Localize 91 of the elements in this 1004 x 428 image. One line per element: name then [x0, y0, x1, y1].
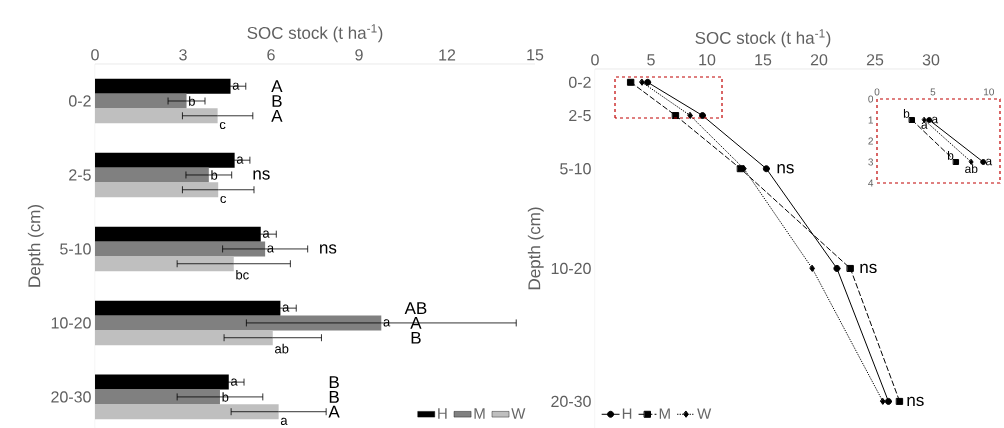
- y-tick-label: 10-20: [51, 317, 91, 329]
- bar: [95, 315, 382, 331]
- x-axis-title: SOC stock (t ha$^{-1}$): [695, 29, 831, 48]
- annotation: A: [271, 80, 283, 93]
- x-tick-label: 6: [267, 49, 275, 61]
- x-tick-label: 0: [874, 88, 880, 96]
- annotation: ns: [777, 164, 794, 174]
- data-label: bc: [236, 269, 249, 280]
- data-label: ab: [965, 164, 978, 173]
- data-label: b: [222, 392, 229, 402]
- data-label: a: [931, 116, 939, 124]
- data-label: b: [903, 108, 910, 118]
- annotation: B: [411, 331, 421, 344]
- bar: [95, 182, 219, 198]
- bar: [95, 389, 220, 405]
- data-label: b: [211, 170, 218, 180]
- data-label: b: [189, 96, 195, 106]
- y-tick-label: 10-20: [551, 262, 591, 275]
- y-tick-label: 2: [868, 137, 873, 145]
- data-label: ab: [275, 343, 289, 354]
- y-axis-title: Depth (cm): [527, 207, 544, 290]
- x-tick-label: 0: [591, 54, 599, 66]
- annotation: B: [329, 391, 339, 403]
- annotation: ns: [253, 170, 270, 180]
- bar: [95, 241, 266, 257]
- legend-label: W: [697, 408, 712, 419]
- bar: [95, 152, 235, 168]
- data-label: a: [921, 122, 928, 129]
- x-tick-label: 15: [527, 49, 544, 61]
- y-tick-label: 0-2: [68, 95, 91, 107]
- annotation: B: [272, 95, 282, 107]
- legend-label: M: [474, 408, 485, 419]
- y-tick-label: 1: [868, 116, 873, 124]
- x-tick-label: 3: [179, 49, 187, 61]
- x-tick-label: 9: [355, 49, 363, 61]
- y-tick-label: 0-2: [568, 76, 591, 88]
- data-label: a: [280, 417, 288, 425]
- bar: [95, 108, 218, 124]
- x-tick-label: 10: [699, 54, 716, 66]
- y-tick-label: 5-10: [60, 243, 91, 255]
- x-axis-title: SOC stock (t ha$^{-1}$): [247, 24, 383, 43]
- x-tick-label: 30: [922, 54, 940, 66]
- annotation: ns: [320, 244, 337, 254]
- annotation: AB: [404, 302, 427, 314]
- data-label: a: [231, 378, 238, 386]
- y-tick-label: 2-5: [569, 109, 591, 122]
- annotation: ns: [907, 396, 924, 407]
- data-label: a: [267, 245, 275, 253]
- x-tick-label: 25: [866, 54, 884, 66]
- y-axis-title: Depth (cm): [27, 205, 44, 287]
- legend-label: H: [438, 408, 447, 419]
- data-label: c: [219, 121, 226, 130]
- bar: [95, 167, 209, 183]
- y-tick-label: 3: [868, 158, 874, 166]
- x-tick-label: 20: [810, 54, 828, 66]
- x-tick-label: 10: [984, 88, 994, 96]
- annotation: A: [410, 317, 422, 329]
- annotation: A: [271, 109, 283, 122]
- data-label: b: [947, 150, 954, 160]
- bar: [95, 93, 187, 109]
- y-tick-label: 20-30: [551, 395, 591, 408]
- data-label: a: [236, 156, 244, 164]
- x-tick-label: 12: [439, 49, 456, 61]
- bar: [95, 226, 261, 242]
- data-label: a: [232, 82, 240, 90]
- data-label: a: [282, 304, 290, 312]
- y-tick-label: 0: [868, 95, 874, 103]
- data-label: a: [262, 230, 270, 238]
- y-tick-label: 5-10: [560, 163, 591, 175]
- annotation: A: [328, 405, 340, 418]
- x-tick-label: 5: [930, 88, 936, 96]
- y-tick-label: 20-30: [51, 391, 91, 403]
- legend-label: M: [659, 408, 670, 419]
- bar: [95, 78, 231, 94]
- x-tick-label: 0: [91, 49, 99, 61]
- annotation: B: [329, 376, 339, 388]
- data-label: a: [383, 319, 391, 327]
- bar: [95, 404, 279, 420]
- data-label: a: [985, 158, 993, 166]
- x-tick-label: 15: [755, 54, 772, 66]
- bar: [95, 330, 273, 346]
- legend-label: H: [622, 408, 632, 419]
- bar: [95, 374, 229, 390]
- bar: [95, 256, 234, 272]
- annotation: ns: [860, 263, 877, 274]
- bar: [95, 300, 281, 316]
- x-tick-label: 5: [647, 54, 655, 66]
- legend-label: W: [511, 408, 526, 419]
- data-label: c: [220, 195, 227, 204]
- y-tick-label: 4: [868, 179, 874, 187]
- y-tick-label: 2-5: [69, 169, 91, 181]
